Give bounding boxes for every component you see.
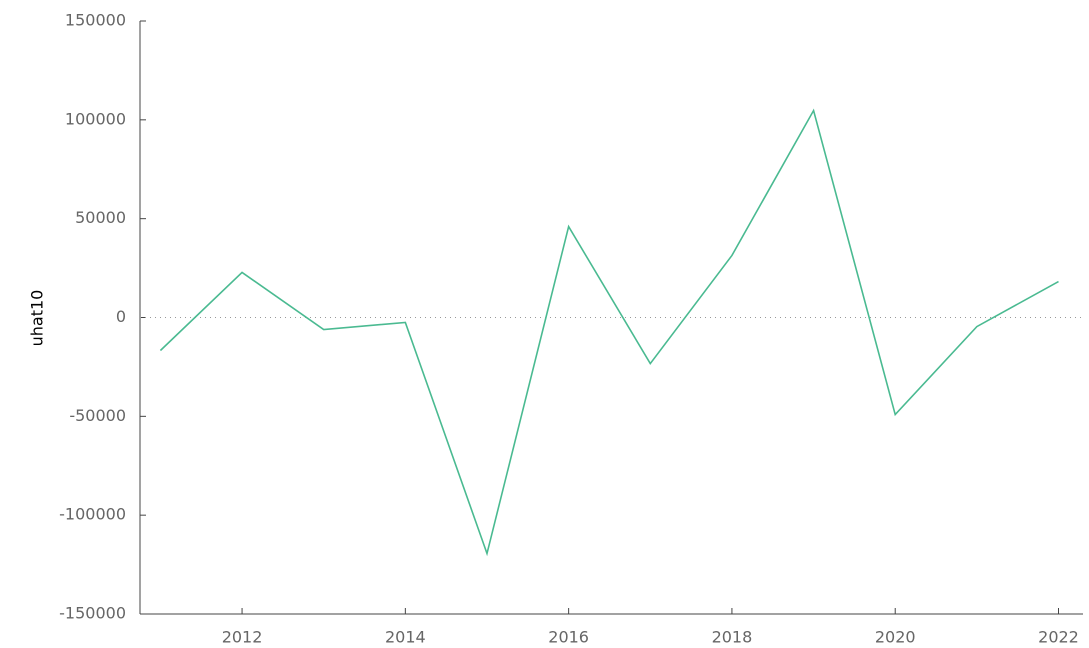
x-tick-label: 2012	[222, 628, 263, 647]
y-tick-label: 50000	[75, 208, 126, 227]
y-axis-label: uhat10	[28, 290, 47, 347]
x-tick-label: 2018	[712, 628, 753, 647]
y-tick-label: -150000	[59, 604, 126, 623]
y-tick-label: -50000	[69, 406, 126, 425]
x-tick-label: 2020	[875, 628, 916, 647]
x-tick-label: 2014	[385, 628, 426, 647]
x-tick-label: 2022	[1038, 628, 1079, 647]
y-tick-label: 0	[116, 307, 126, 326]
y-tick-label: -100000	[59, 505, 126, 524]
y-tick-label: 100000	[65, 109, 126, 128]
data-line	[159, 108, 1059, 557]
y-tick-label: 150000	[65, 11, 126, 30]
x-tick-label: 2016	[548, 628, 589, 647]
